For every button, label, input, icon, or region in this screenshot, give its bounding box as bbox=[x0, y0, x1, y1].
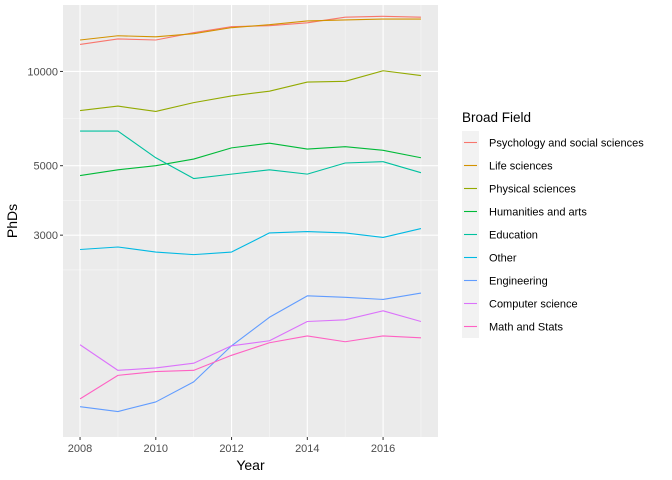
series-line-life-sciences bbox=[79, 18, 421, 41]
series-line-other bbox=[80, 227, 422, 256]
series-lines bbox=[79, 15, 422, 413]
series-line-engineering bbox=[79, 292, 422, 413]
legend-label-other: Other bbox=[489, 253, 517, 265]
x-tick-label: 2008 bbox=[68, 443, 92, 455]
legend-label-life-sciences: Life sciences bbox=[489, 161, 553, 173]
x-axis-title: Year bbox=[236, 457, 265, 473]
x-tick-label: 2016 bbox=[371, 443, 395, 455]
y-axis-title: PhDs bbox=[4, 204, 20, 238]
panel-background bbox=[63, 5, 438, 437]
y-tick-label: 3000 bbox=[34, 230, 58, 242]
legend-label-education: Education bbox=[489, 230, 538, 242]
legend-title: Broad Field bbox=[462, 110, 531, 125]
series-line-math-and-stats bbox=[79, 335, 421, 400]
legend-label-engineering: Engineering bbox=[489, 276, 548, 288]
y-tick-label: 10000 bbox=[27, 66, 58, 78]
x-tick-label: 2012 bbox=[219, 443, 243, 455]
minor-gridlines bbox=[63, 5, 438, 437]
series-line-humanities-and-arts bbox=[79, 142, 422, 177]
x-axis: 2008 2010 2012 2014 2016 bbox=[68, 437, 395, 455]
x-tick-label: 2010 bbox=[144, 443, 168, 455]
major-gridlines bbox=[63, 5, 438, 437]
legend-label-math-and-stats: Math and Stats bbox=[489, 322, 563, 334]
legend-items: Psychology and social sciences Life scien… bbox=[462, 131, 644, 338]
y-axis: 3000 5000 10000 bbox=[27, 66, 63, 242]
series-line-physical-sciences bbox=[79, 70, 422, 113]
legend-label-humanities-and-arts: Humanities and arts bbox=[489, 207, 587, 219]
legend: Broad Field Psychology and social scienc… bbox=[462, 110, 644, 338]
legend-label-psychology-and-social-sciences: Psychology and social sciences bbox=[489, 138, 644, 150]
y-tick-label: 5000 bbox=[34, 161, 58, 173]
series-line-computer-science bbox=[79, 310, 422, 371]
series-line-education bbox=[80, 130, 422, 180]
legend-label-physical-sciences: Physical sciences bbox=[489, 184, 576, 196]
x-tick-label: 2014 bbox=[295, 443, 319, 455]
legend-label-computer-science: Computer science bbox=[489, 299, 578, 311]
